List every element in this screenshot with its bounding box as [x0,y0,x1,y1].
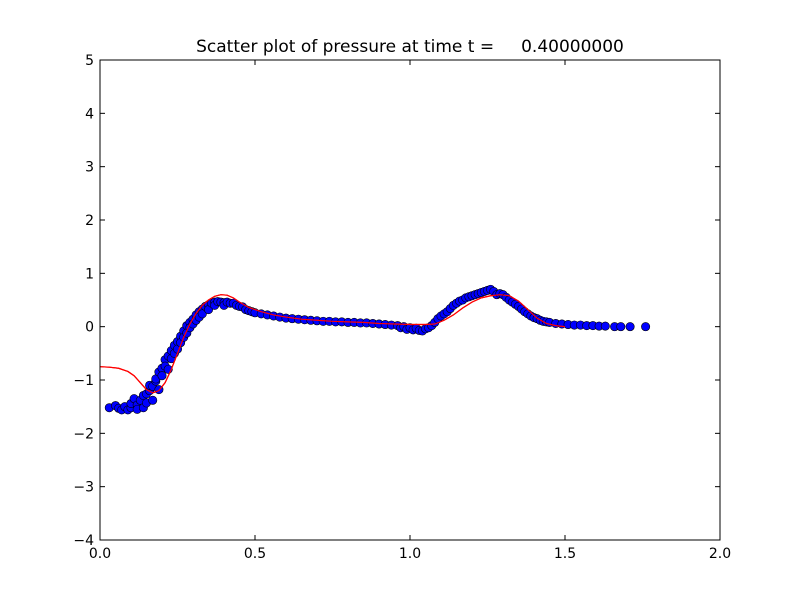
scatter-point-25 [157,371,167,381]
y-tick-label: −3 [73,480,94,496]
axis-layer: 0.0 0.5 1.0 1.5 2.0 −4 −3 −2 −1 0 1 2 3 4 5 [73,53,731,562]
data-layer [100,284,651,415]
y-tick-label: 4 [85,106,94,122]
x-tick-label: 0.5 [244,546,266,562]
y-tick-label: −1 [73,373,94,389]
plot-area [100,60,720,540]
x-tick-label: 1.0 [399,546,421,562]
y-tick-label: 2 [85,213,94,229]
y-tick-label: 3 [85,160,94,176]
y-tick-label: 0 [85,320,94,336]
scatter-point-156 [641,322,651,332]
scatter-point-154 [616,322,626,332]
plot-frame [99,59,721,541]
scatter-point-152 [600,321,610,331]
scatter-point-155 [625,322,635,332]
y-tick-label: −4 [73,533,94,549]
chart-title: Scatter plot of pressure at time t = 0.4… [196,37,624,57]
x-tick-label: 0.0 [89,546,111,562]
y-tick-label: 5 [85,53,94,69]
scatter-point-18 [148,395,158,405]
x-tick-label: 1.5 [554,546,576,562]
series-line-overlay [100,294,566,394]
y-tick-label: 1 [85,266,94,282]
y-tick-label: −2 [73,426,94,442]
x-tick-label: 2.0 [709,546,731,562]
scatter-point-51 [197,309,207,319]
